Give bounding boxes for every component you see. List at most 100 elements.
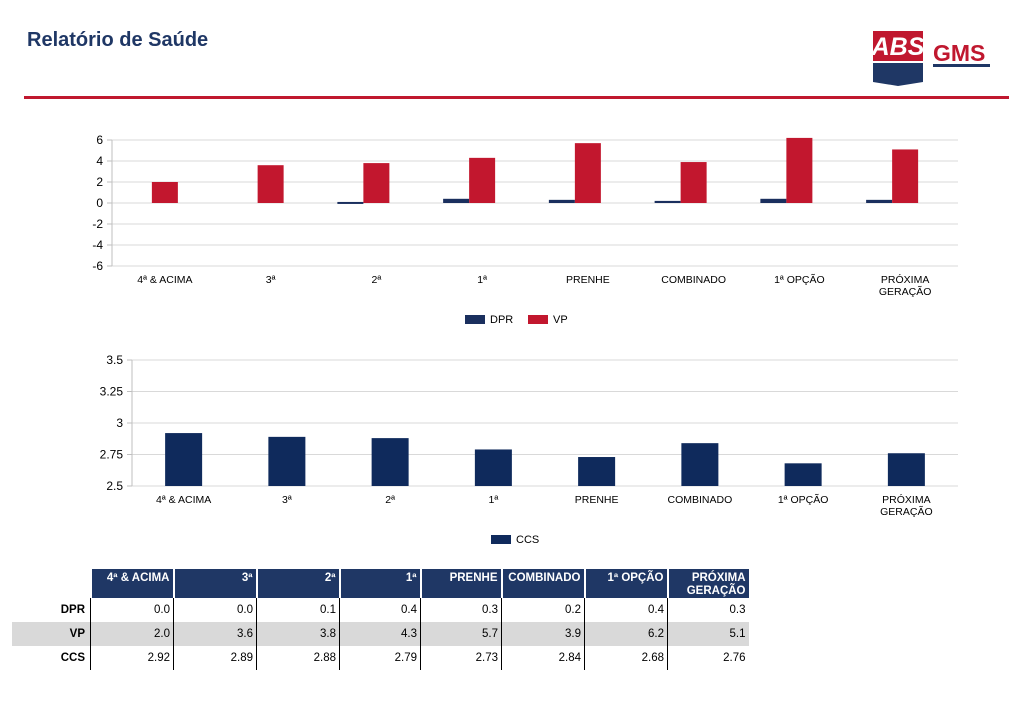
table-cell: 2.73 <box>420 646 502 670</box>
y-tick-label: -6 <box>92 259 103 273</box>
x-tick-label: 1ª OPÇÃO <box>778 493 829 506</box>
legend-label-vp: VP <box>553 314 568 326</box>
dpr-vp-bar-chart: 6 4 2 0 -2 -4 -6 4ª & ACIMA 3ª 2ª 1ª PRENHE COMBINAD… <box>92 133 958 326</box>
bar-ccs <box>887 453 925 486</box>
row-label: VP <box>12 622 91 646</box>
table-header-row: 4ª & ACIMA 3ª 2ª 1ª PRENHE COMBINADO 1ª … <box>12 569 749 598</box>
bar-vp <box>151 182 178 203</box>
bar-ccs <box>165 433 203 486</box>
bar-dpr <box>337 201 364 204</box>
x-tick-label: 1ª <box>477 274 487 286</box>
y-tick-label: 3 <box>116 416 123 430</box>
table-header-cell: PRENHE <box>419 569 502 598</box>
table-header-cell: 1ª OPÇÃO <box>583 569 668 598</box>
y-tick-label: -4 <box>92 238 103 252</box>
table-header-cell: 3ª <box>172 569 257 598</box>
table-row: CCS 2.92 2.89 2.88 2.79 2.73 2.84 2.68 2… <box>12 646 749 670</box>
x-tick-label: 3ª <box>282 494 292 506</box>
table-row: DPR 0.0 0.0 0.1 0.4 0.3 0.2 0.4 0.3 <box>12 598 749 622</box>
table-cell: 6.2 <box>584 622 668 646</box>
x-tick-label: 4ª & ACIMA <box>156 494 211 506</box>
page-title: Relatório de Saúde <box>27 29 209 51</box>
x-tick-label: 1ª <box>489 494 499 506</box>
table-header-cell: 4ª & ACIMA <box>89 569 174 598</box>
bar-vp <box>469 157 496 203</box>
logo-gms-text: GMS <box>933 40 985 66</box>
row-label: CCS <box>60 652 85 664</box>
table-header-cell: PRÓXIMA GERAÇÃO <box>666 569 749 598</box>
x-tick-label: PRENHE <box>575 494 619 506</box>
bar-dpr <box>760 198 787 203</box>
data-table: 4ª & ACIMA 3ª 2ª 1ª PRENHE COMBINADO 1ª … <box>12 569 749 670</box>
ccs-bar-chart: 3.5 3.25 3 2.75 2.5 4ª & ACIMA 3ª 2ª 1ª PRENHE COM… <box>100 353 958 546</box>
y-tick-label: 0 <box>96 196 103 210</box>
y-tick-label: 2.5 <box>106 479 123 493</box>
table-cell: 2.79 <box>339 646 421 670</box>
bar-dpr <box>654 200 681 203</box>
table-row: VP 2.0 3.6 3.8 4.3 5.7 3.9 6.2 5.1 <box>12 622 749 646</box>
table-cell: 0.4 <box>584 598 668 622</box>
x-tick-label: 2ª <box>372 274 382 286</box>
bar-vp <box>257 165 284 203</box>
table-cell: 5.1 <box>667 622 749 646</box>
x-tick-label: 4ª & ACIMA <box>137 274 192 286</box>
abs-gms-logo: ABS GMS <box>871 27 992 94</box>
table-header-cell: 1ª <box>338 569 421 598</box>
bar-vp <box>786 137 813 203</box>
x-tick-label: COMBINADO <box>667 494 732 506</box>
table-cell: 3.8 <box>256 622 340 646</box>
x-tick-label: GERAÇÃO <box>880 505 933 518</box>
table-cell: 0.3 <box>420 598 502 622</box>
bar-ccs <box>371 438 409 486</box>
y-tick-label: 4 <box>96 154 103 168</box>
bar-ccs <box>784 463 822 486</box>
table-cell: 0.3 <box>667 598 749 622</box>
table-cell: 0.1 <box>256 598 340 622</box>
x-tick-label: 3ª <box>266 274 276 286</box>
y-tick-label: 2 <box>96 175 103 189</box>
bar-dpr <box>548 199 575 203</box>
legend-swatch-vp <box>528 315 548 324</box>
logo-abs-text: ABS <box>872 33 925 61</box>
table-cell: 2.84 <box>501 646 585 670</box>
legend-label-ccs: CCS <box>516 534 539 546</box>
bar-vp <box>892 149 919 203</box>
table-cell: 2.92 <box>90 646 174 670</box>
table-cell: 2.76 <box>667 646 749 670</box>
legend-swatch-ccs <box>491 535 511 544</box>
table-cell: 0.0 <box>90 598 174 622</box>
table-corner <box>12 569 91 598</box>
table-cell: 2.68 <box>584 646 668 670</box>
x-tick-label: GERAÇÃO <box>879 285 932 298</box>
y-tick-label: 2.75 <box>100 448 124 462</box>
table-cell: 5.7 <box>420 622 502 646</box>
table-cell: 3.6 <box>173 622 257 646</box>
x-tick-label: PRÓXIMA <box>881 273 929 286</box>
table-header-cell: 2ª <box>255 569 340 598</box>
bar-vp <box>363 163 390 203</box>
row-label: DPR <box>60 604 85 616</box>
table-cell: 2.88 <box>256 646 340 670</box>
y-tick-label: 6 <box>96 133 103 147</box>
table-cell: 3.9 <box>501 622 585 646</box>
table-cell: 4.3 <box>339 622 421 646</box>
x-tick-label: PRENHE <box>566 274 610 286</box>
bar-ccs <box>681 443 719 486</box>
table-cell: 0.4 <box>339 598 421 622</box>
x-tick-label: 2ª <box>385 494 395 506</box>
x-tick-label: PRÓXIMA <box>882 493 930 506</box>
bar-dpr <box>443 198 470 203</box>
table-cell: 0.2 <box>501 598 585 622</box>
bar-ccs <box>474 449 512 486</box>
header-divider <box>24 96 1009 99</box>
table-cell: 2.89 <box>173 646 257 670</box>
bar-vp <box>574 143 601 203</box>
table-header-cell: COMBINADO <box>500 569 585 598</box>
bar-dpr <box>866 199 893 203</box>
legend-swatch-dpr <box>465 315 485 324</box>
x-tick-label: COMBINADO <box>661 274 726 286</box>
y-tick-label: 3.25 <box>100 385 124 399</box>
x-tick-label: 1ª OPÇÃO <box>774 273 825 286</box>
legend-label-dpr: DPR <box>490 314 513 326</box>
bar-ccs <box>268 436 306 486</box>
